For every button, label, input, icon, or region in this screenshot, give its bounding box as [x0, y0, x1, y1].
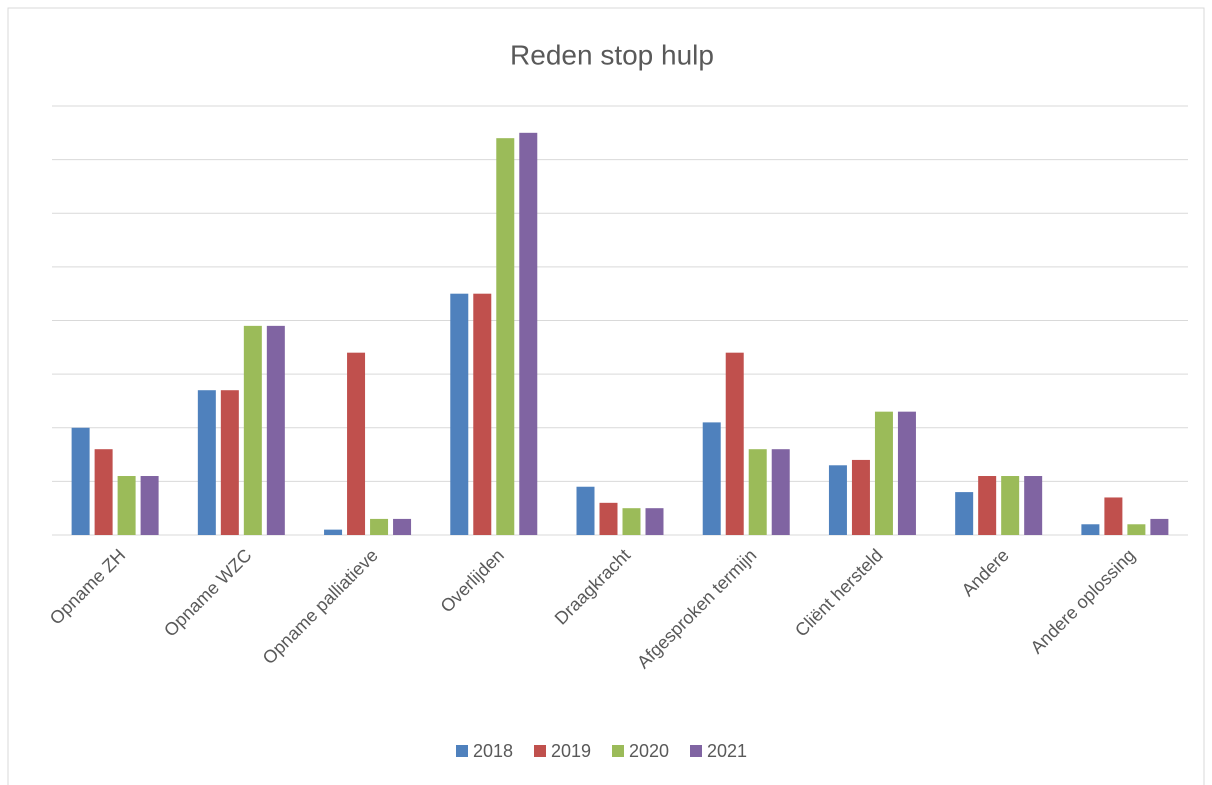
bar: [1001, 476, 1020, 535]
bar: [955, 492, 974, 535]
bar: [748, 449, 767, 535]
bar: [473, 293, 492, 535]
bar: [243, 325, 262, 535]
bar: [897, 411, 916, 535]
bar: [645, 508, 664, 535]
bar: [347, 352, 366, 535]
bar: [1024, 476, 1043, 535]
bar: [851, 459, 870, 535]
bar: [117, 476, 136, 535]
legend-swatch: [456, 745, 468, 757]
bar: [576, 486, 595, 535]
bar: [725, 352, 744, 535]
bar: [197, 390, 216, 535]
legend-label: 2020: [629, 741, 669, 761]
legend-swatch: [534, 745, 546, 757]
legend-swatch: [612, 745, 624, 757]
bar: [702, 422, 721, 535]
bar: [266, 325, 285, 535]
bar: [140, 476, 159, 535]
bar: [622, 508, 641, 535]
bar: [393, 518, 412, 535]
bar: [519, 132, 538, 535]
bar: [599, 502, 618, 535]
legend-label: 2019: [551, 741, 591, 761]
bar: [771, 449, 790, 535]
chart-frame: [7, 7, 1205, 785]
bar: [1081, 524, 1100, 535]
bar: [450, 293, 469, 535]
bar: [1150, 518, 1169, 535]
bar: [94, 449, 113, 535]
bar: [874, 411, 893, 535]
chart-title: Reden stop hulp: [510, 39, 714, 70]
bar: [324, 529, 343, 535]
legend-swatch: [690, 745, 702, 757]
bar: [1104, 497, 1123, 535]
bar: [496, 138, 515, 536]
bar: [1127, 524, 1146, 535]
legend-label: 2021: [707, 741, 747, 761]
legend-label: 2018: [473, 741, 513, 761]
bar: [978, 476, 997, 535]
bar: [220, 390, 239, 535]
bar: [370, 518, 389, 535]
bar: [71, 427, 90, 535]
bar: [828, 465, 847, 535]
